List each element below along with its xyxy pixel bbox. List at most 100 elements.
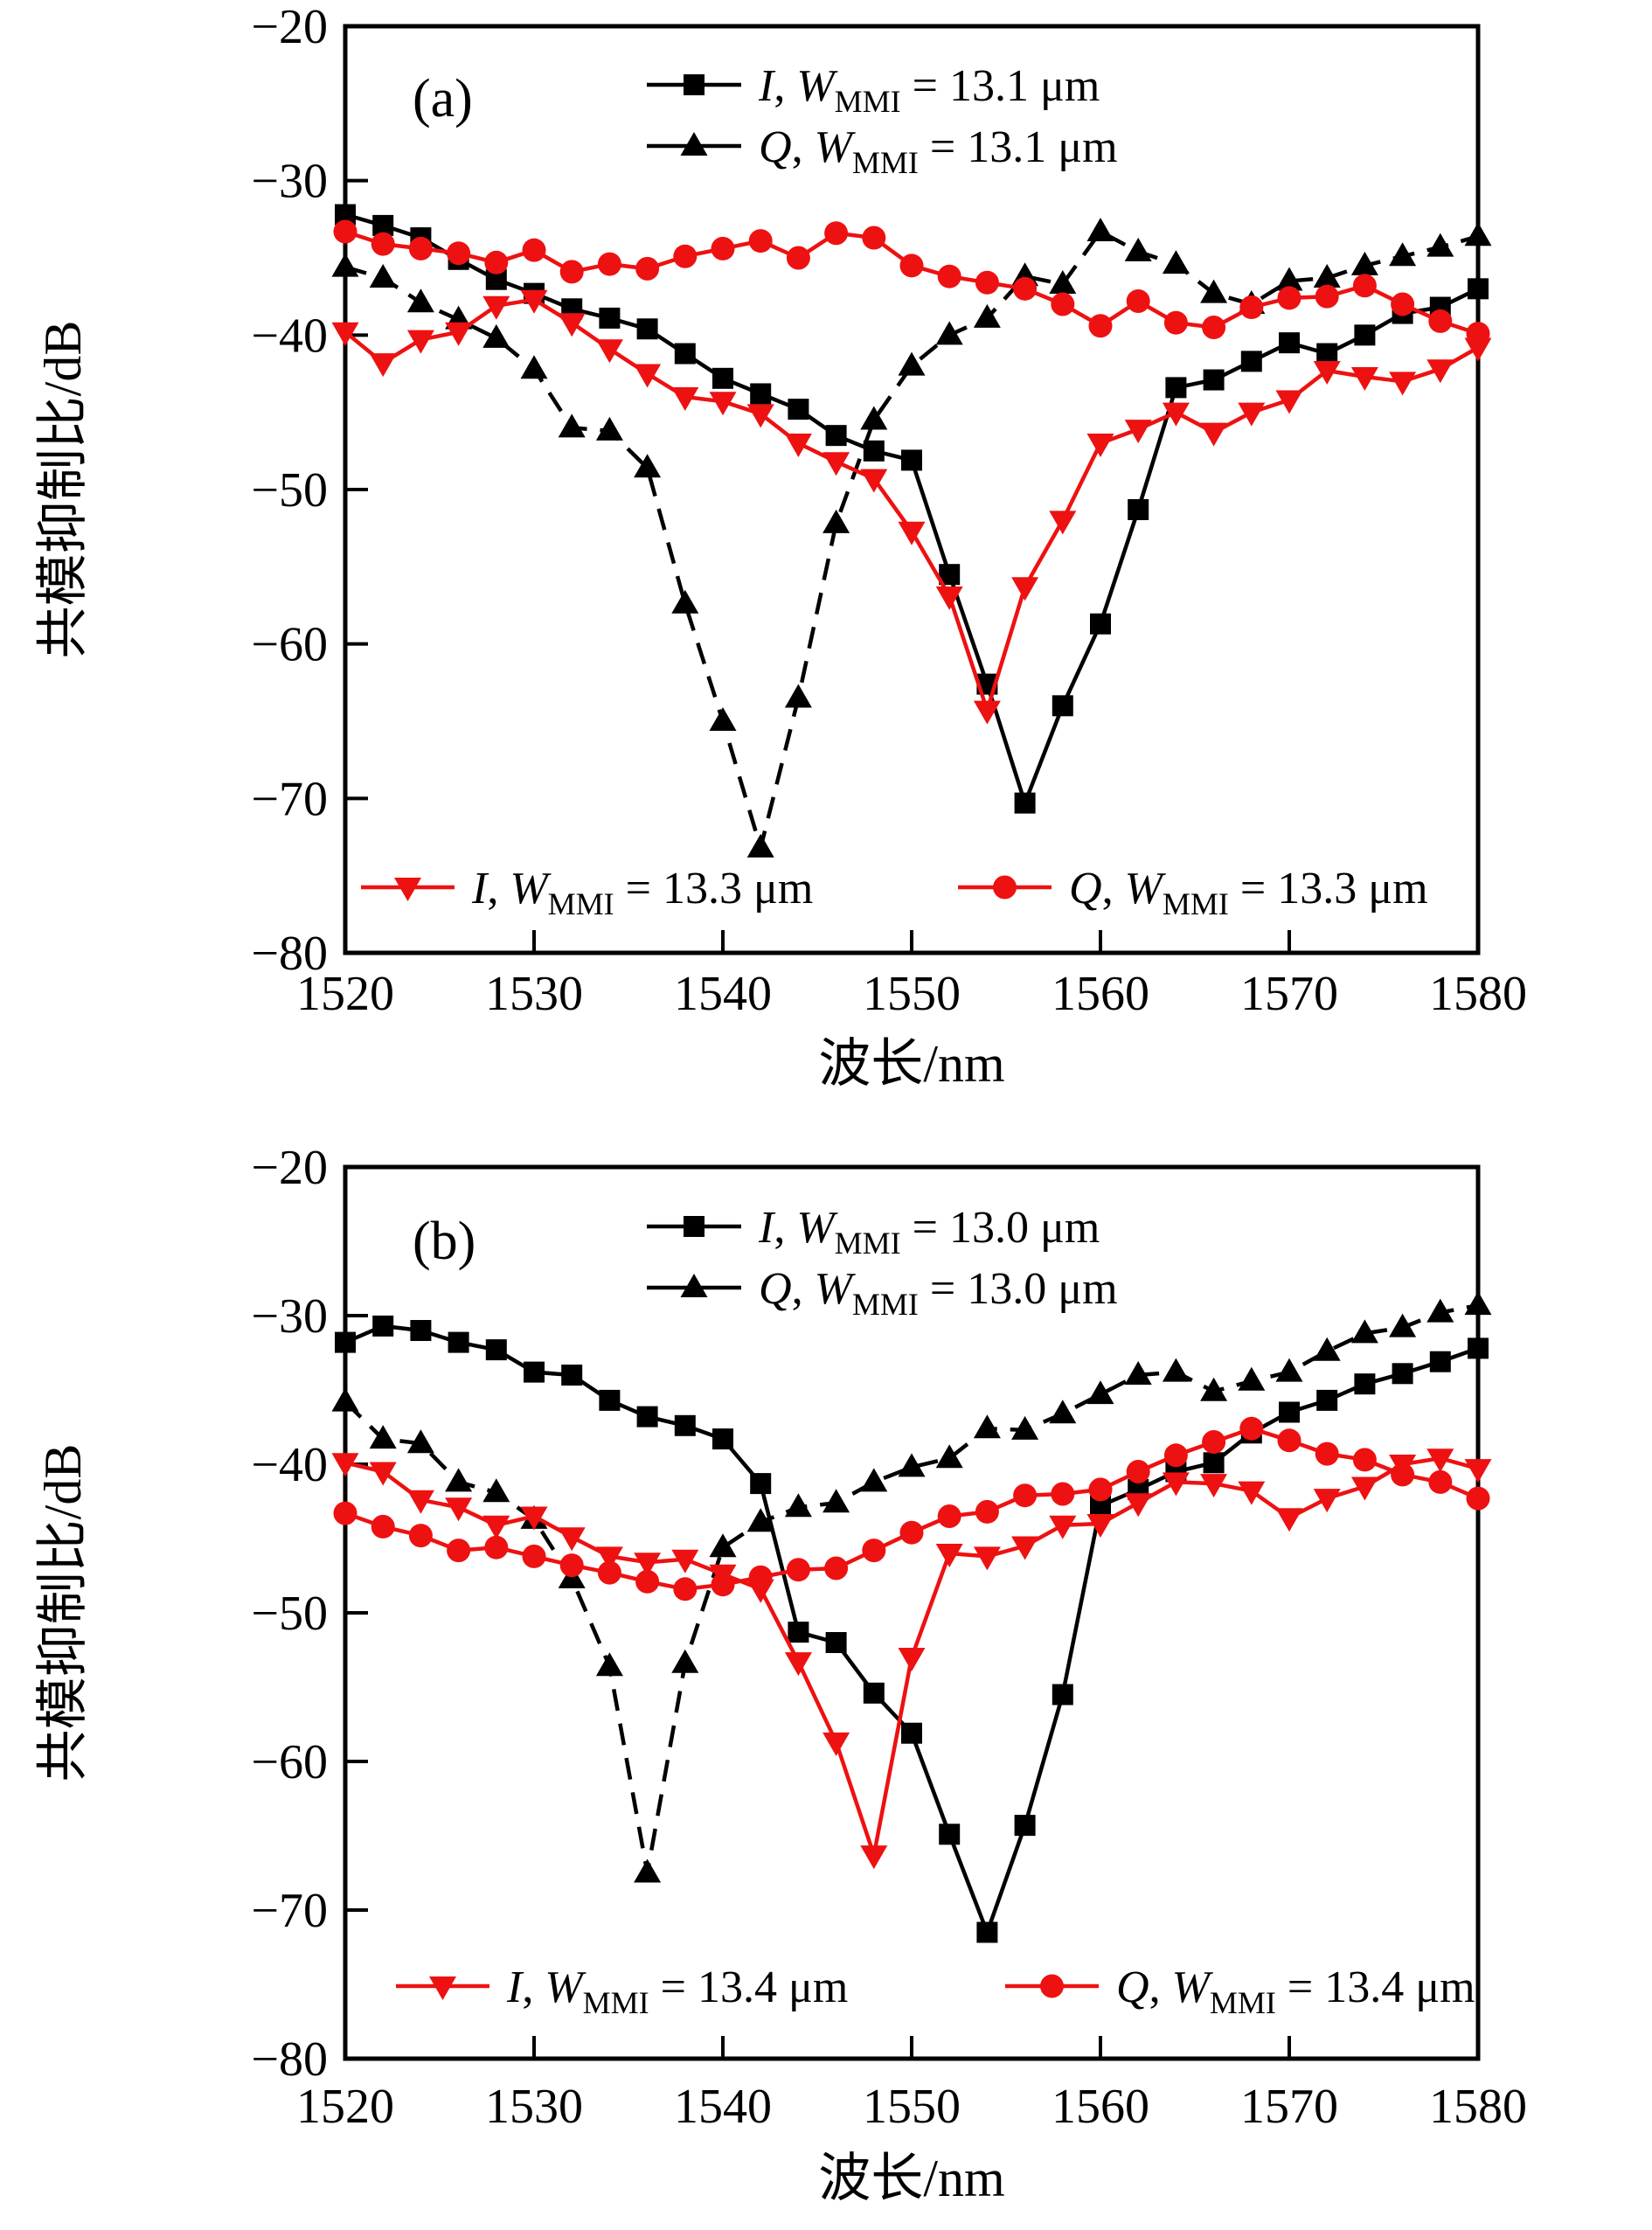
marker-circle [1277,286,1301,310]
marker-square [599,307,621,329]
x-tick-label: 1540 [674,967,772,1021]
marker-triangle-up [482,1478,510,1503]
marker-triangle-up [784,684,812,708]
marker-circle [371,232,395,256]
marker-triangle-down [429,1976,456,2000]
marker-circle [1315,284,1339,309]
marker-triangle-down [1124,1493,1152,1518]
marker-circle [597,1560,621,1585]
x-axis-label: 波长/nm [818,1035,1004,1093]
y-tick-label: −30 [251,155,328,209]
marker-triangle-down [1200,1474,1228,1498]
marker-square [684,74,705,95]
marker-circle [673,244,698,268]
marker-square [636,1406,658,1428]
marker-triangle-up [898,351,926,376]
marker-triangle-up [1086,1380,1114,1405]
marker-square [636,318,658,340]
marker-circle [371,1514,395,1539]
marker-triangle-up [935,321,963,345]
marker-circle [1239,295,1264,320]
marker-triangle-up [709,1533,737,1558]
marker-triangle-up [1426,1298,1454,1323]
marker-circle [1352,1448,1377,1472]
series-line-0 [344,1323,1479,1935]
marker-triangle-up [520,355,548,379]
marker-square [1279,1401,1300,1423]
marker-circle [937,1504,961,1528]
marker-circle [1051,1482,1075,1506]
marker-square [788,1622,809,1643]
marker-square [1354,324,1376,346]
marker-triangle-up [746,1508,774,1532]
marker-triangle-down [1464,1459,1492,1483]
marker-triangle-down [558,313,586,337]
marker-triangle-down [1238,1481,1266,1505]
legend-label: I, WMMI = 13.1 μm [758,61,1100,119]
legend-label: Q, WMMI = 13.1 μm [759,122,1118,180]
marker-circle [484,250,509,274]
marker-square [684,1216,705,1237]
marker-circle [1466,1486,1490,1511]
x-tick-label: 1560 [1052,967,1149,1021]
marker-circle [1051,292,1075,316]
marker-circle [824,221,849,246]
marker-triangle-up [595,1652,623,1677]
marker-triangle-up [1350,1319,1378,1344]
marker-triangle-down [671,387,699,411]
marker-square [1052,695,1073,717]
x-axis-label: 波长/nm [818,2150,1004,2207]
marker-triangle-down [595,1546,623,1571]
marker-square [863,1682,885,1704]
marker-triangle-down [1162,1472,1190,1497]
marker-triangle-up [784,1493,812,1518]
marker-square [939,1824,961,1845]
marker-circle [635,1569,660,1594]
marker-triangle-up [1464,222,1492,247]
marker-triangle-up [369,263,397,288]
series-line-3 [344,229,1479,336]
marker-circle [1013,1483,1038,1508]
marker-square [1014,792,1036,814]
marker-triangle-up [1389,1313,1417,1337]
marker-square [674,343,696,365]
marker-triangle-up [1464,1291,1492,1316]
marker-circle [711,236,735,261]
marker-triangle-up [406,288,434,313]
marker-triangle-down [445,322,473,346]
marker-square [372,1315,394,1337]
marker-triangle-up [1313,1337,1341,1361]
y-tick-label: −70 [251,772,328,826]
marker-circle [899,254,924,278]
marker-triangle-down [860,469,888,493]
marker-triangle-up [1389,242,1417,267]
marker-triangle-up [680,132,708,156]
marker-triangle-down [331,322,359,346]
marker-circle [522,1544,546,1568]
marker-square [1316,1389,1338,1411]
marker-square [1429,1351,1451,1372]
marker-triangle-down [558,1527,586,1552]
y-tick-label: −80 [251,927,328,981]
marker-triangle-down [482,1515,510,1539]
marker-circle [1202,316,1226,339]
marker-triangle-up [860,1468,888,1492]
marker-circle [1239,1416,1264,1441]
y-tick-label: −40 [251,1438,328,1492]
marker-triangle-down [823,452,850,476]
marker-circle [447,241,471,266]
legend-label: Q, WMMI = 13.0 μm [759,1264,1118,1322]
marker-triangle-up [1275,267,1303,291]
marker-square [976,1921,998,1943]
marker-circle [447,1539,471,1563]
marker-triangle-up [935,1444,963,1469]
marker-triangle-down [823,1732,850,1756]
marker-triangle-up [973,303,1001,328]
marker-triangle-up [406,1429,434,1454]
marker-circle [786,246,810,270]
x-tick-label: 1540 [674,2080,772,2134]
marker-triangle-up [595,416,623,441]
legend-label: I, WMMI = 13.0 μm [758,1203,1100,1261]
marker-triangle-up [634,454,662,478]
